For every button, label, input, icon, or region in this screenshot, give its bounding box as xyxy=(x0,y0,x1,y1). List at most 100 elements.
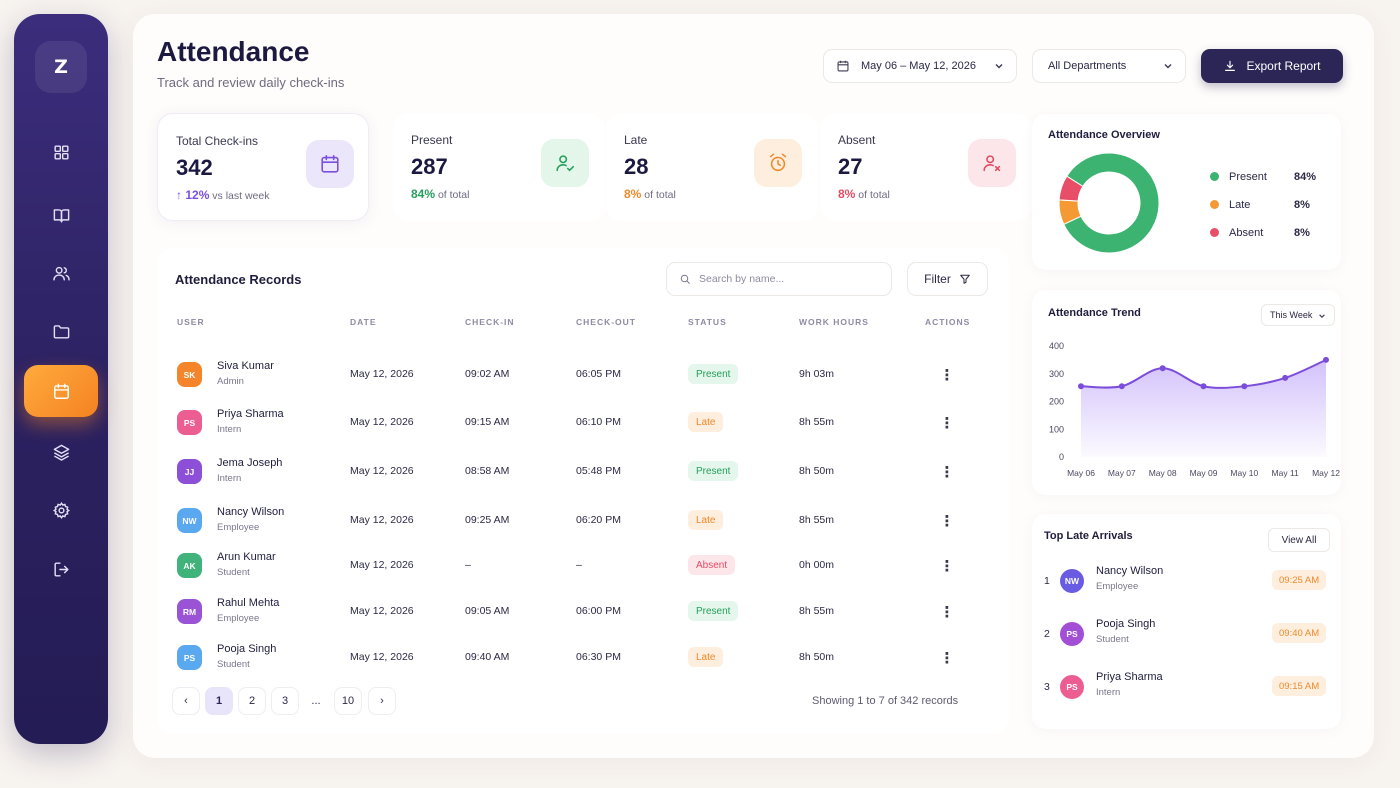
stat-value: 28 xyxy=(624,154,649,179)
row-actions-menu-icon[interactable]: ⋮ xyxy=(939,513,955,530)
stat-label: Late xyxy=(624,133,648,147)
trend-title: Attendance Trend xyxy=(1048,307,1141,319)
status-badge: Late xyxy=(688,510,724,530)
export-report-button[interactable]: Export Report xyxy=(1201,49,1343,83)
view-all-button[interactable]: View All xyxy=(1268,528,1330,552)
chevron-down-icon xyxy=(1164,64,1172,69)
column-header-date[interactable]: DATE xyxy=(350,317,377,327)
avatar: JJ xyxy=(177,459,202,484)
page-title: Attendance xyxy=(157,36,310,67)
rank-number: 2 xyxy=(1044,628,1050,640)
search-input[interactable] xyxy=(699,273,879,285)
y-tick-label: 0 xyxy=(1059,452,1064,462)
x-tick-label: May 06 xyxy=(1067,468,1095,478)
legend-absent: Absent xyxy=(1210,227,1263,239)
date-cell: May 12, 2026 xyxy=(350,651,414,663)
rank-number: 3 xyxy=(1044,681,1050,693)
trend-point[interactable] xyxy=(1078,383,1084,390)
page-button[interactable]: 1 xyxy=(205,687,233,715)
work-hours-cell: 9h 03m xyxy=(799,368,835,380)
sidebar-item-settings[interactable] xyxy=(24,484,98,536)
trend-area xyxy=(1081,359,1326,457)
stat-percent-text: of total xyxy=(644,189,676,201)
table-row[interactable]: RM Rahul Mehta Employee May 12, 2026 09:05 A… xyxy=(157,589,1009,635)
row-actions-menu-icon[interactable]: ⋮ xyxy=(939,367,955,384)
date-range-picker[interactable]: May 06 – May 12, 2026 xyxy=(823,49,1017,83)
late-arrival-item[interactable]: 2 PS Pooja Singh Student 09:40 AM xyxy=(1032,611,1342,661)
late-arrival-item[interactable]: 3 PS Priya Sharma Intern 09:15 AM xyxy=(1032,664,1342,714)
period-select[interactable]: This Week xyxy=(1261,304,1335,326)
department-select[interactable]: All Departments xyxy=(1032,49,1186,83)
legend-value: 84% xyxy=(1294,171,1317,183)
legend-label: Present xyxy=(1229,171,1267,183)
check-in-cell: 09:02 AM xyxy=(465,368,510,380)
column-header-work-hours[interactable]: WORK HOURS xyxy=(799,317,869,327)
app-logo[interactable]: Z xyxy=(35,41,87,93)
rank-number: 1 xyxy=(1044,575,1050,587)
page-button[interactable]: 2 xyxy=(238,687,266,715)
table-row[interactable]: AK Arun Kumar Student May 12, 2026 – – Absent 0… xyxy=(157,543,1009,589)
trend-point[interactable] xyxy=(1118,383,1125,390)
check-out-cell: 06:05 PM xyxy=(576,368,621,380)
date-cell: May 12, 2026 xyxy=(350,416,414,428)
table-row[interactable]: NW Nancy Wilson Employee May 12, 2026 09:25 … xyxy=(157,498,1009,544)
calendar-icon xyxy=(53,383,69,399)
x-tick-label: May 07 xyxy=(1108,468,1136,478)
column-header-user[interactable]: USER xyxy=(177,317,205,327)
column-header-check-out[interactable]: CHECK-OUT xyxy=(576,317,636,327)
sidebar-item-layers[interactable] xyxy=(24,426,98,478)
table-row[interactable]: PS Priya Sharma Intern May 12, 2026 09:15 AM… xyxy=(157,400,1009,446)
row-actions-menu-icon[interactable]: ⋮ xyxy=(939,415,955,432)
avatar: RM xyxy=(177,599,202,624)
sidebar-item-dashboard[interactable] xyxy=(24,126,98,178)
alarm-clock-icon xyxy=(769,153,787,172)
check-out-cell: 05:48 PM xyxy=(576,465,621,477)
late-arrival-item[interactable]: 1 NW Nancy Wilson Employee 09:25 AM xyxy=(1032,558,1342,608)
sidebar-item-courses[interactable] xyxy=(24,189,98,241)
work-hours-cell: 8h 55m xyxy=(799,416,835,428)
row-actions-menu-icon[interactable]: ⋮ xyxy=(939,604,955,621)
user-name: Nancy Wilson xyxy=(217,506,285,518)
row-actions-menu-icon[interactable]: ⋮ xyxy=(939,558,955,575)
stat-delta-text: vs last week xyxy=(212,190,270,202)
trend-point[interactable] xyxy=(1159,365,1166,372)
trend-point[interactable] xyxy=(1241,383,1248,390)
attendance-overview-card: Attendance Overview Present 84% Late 8% … xyxy=(1032,114,1341,270)
table-row[interactable]: SK Siva Kumar Admin May 12, 2026 09:02 AM 06:… xyxy=(157,352,1009,398)
prev-page-button[interactable]: ‹ xyxy=(172,687,200,715)
table-row[interactable]: JJ Jema Joseph Intern May 12, 2026 08:58 AM 0… xyxy=(157,449,1009,495)
legend-label: Late xyxy=(1229,199,1251,211)
filter-button[interactable]: Filter xyxy=(907,262,988,296)
status-badge: Present xyxy=(688,461,739,481)
sidebar-item-users[interactable] xyxy=(24,247,98,299)
user-name: Pooja Singh xyxy=(1096,618,1156,630)
stat-percent-value: 84% xyxy=(411,187,436,201)
page-button[interactable]: 10 xyxy=(334,687,362,715)
date-cell: May 12, 2026 xyxy=(350,605,414,617)
avatar: NW xyxy=(1060,569,1084,593)
row-actions-menu-icon[interactable]: ⋮ xyxy=(939,650,955,667)
sidebar-item-files[interactable] xyxy=(24,305,98,357)
trend-point[interactable] xyxy=(1282,374,1289,381)
legend-late: Late xyxy=(1210,199,1250,211)
table-row[interactable]: PS Pooja Singh Student May 12, 2026 09:40 AM… xyxy=(157,635,1009,681)
row-actions-menu-icon[interactable]: ⋮ xyxy=(939,464,955,481)
date-cell: May 12, 2026 xyxy=(350,559,414,571)
avatar: AK xyxy=(177,553,202,578)
column-header-check-in[interactable]: CHECK-IN xyxy=(465,317,515,327)
logout-icon xyxy=(53,561,69,577)
trend-point[interactable] xyxy=(1200,383,1207,390)
trend-point[interactable] xyxy=(1323,356,1329,363)
sidebar-item-attendance[interactable] xyxy=(24,365,98,417)
column-header-status[interactable]: STATUS xyxy=(688,317,727,327)
stat-card-total: Total Check-ins 342 ↑ 12% vs last week xyxy=(157,113,369,221)
grid-icon xyxy=(53,144,69,160)
sidebar-item-logout[interactable] xyxy=(24,543,98,595)
user-role: Employee xyxy=(217,613,260,624)
page-button[interactable]: 3 xyxy=(271,687,299,715)
search-box[interactable] xyxy=(666,262,892,296)
next-page-button[interactable]: › xyxy=(368,687,396,715)
check-out-cell: 06:10 PM xyxy=(576,416,621,428)
stat-label: Present xyxy=(411,133,453,147)
stat-value: 27 xyxy=(838,154,863,179)
